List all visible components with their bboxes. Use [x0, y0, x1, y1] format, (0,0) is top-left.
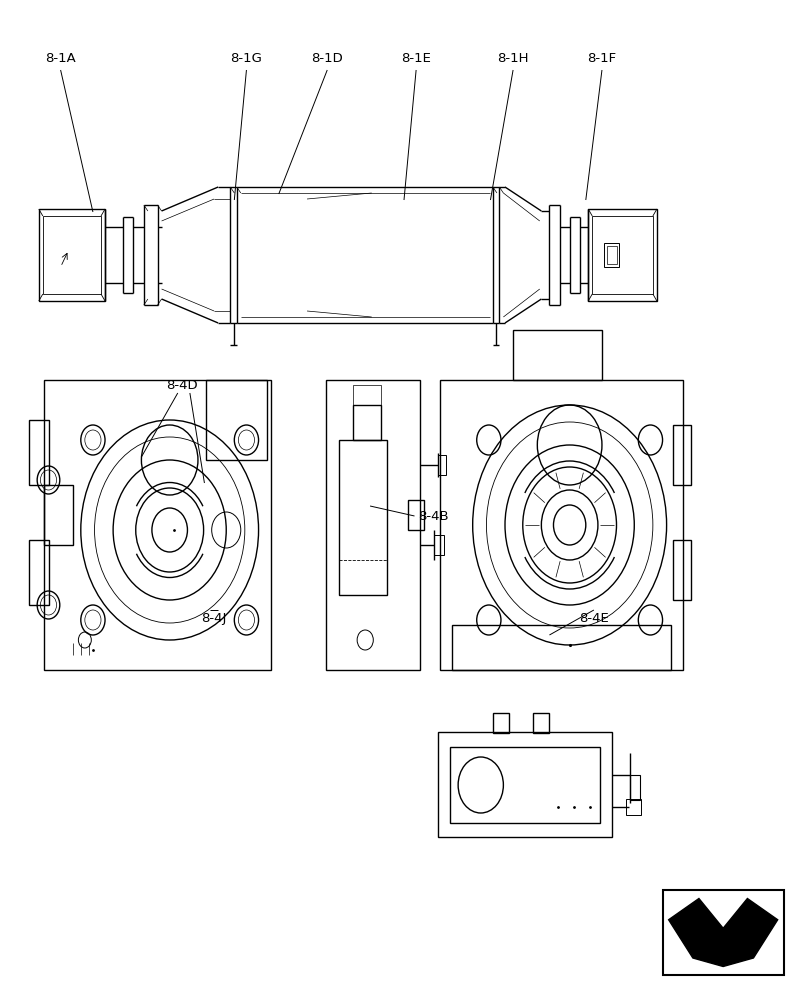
Bar: [493, 713, 509, 733]
Text: 8-1F: 8-1F: [587, 52, 617, 65]
Bar: [434, 535, 444, 555]
Bar: [44, 380, 271, 670]
Text: 8-1G: 8-1G: [230, 52, 263, 65]
Bar: [513, 330, 602, 380]
Bar: [607, 246, 617, 264]
Bar: [43, 216, 101, 294]
Bar: [604, 243, 619, 267]
Bar: [44, 485, 73, 545]
Bar: [588, 209, 657, 301]
Text: 8-1E: 8-1E: [402, 52, 431, 65]
Bar: [438, 455, 446, 475]
Polygon shape: [668, 898, 777, 966]
Bar: [39, 209, 105, 301]
Bar: [626, 799, 641, 815]
Bar: [353, 405, 381, 440]
Bar: [440, 380, 683, 670]
Bar: [353, 385, 381, 405]
Bar: [206, 380, 267, 460]
Text: 8-1A: 8-1A: [45, 52, 76, 65]
Text: 8-1H: 8-1H: [498, 52, 528, 65]
Bar: [673, 540, 691, 600]
Text: 8-4J: 8-4J: [201, 612, 227, 625]
Bar: [533, 713, 549, 733]
Bar: [29, 540, 49, 605]
Text: 8-4B: 8-4B: [419, 510, 449, 522]
Bar: [452, 625, 671, 670]
Bar: [408, 500, 424, 530]
Bar: [663, 890, 784, 975]
Bar: [630, 775, 640, 800]
Bar: [673, 425, 691, 485]
Text: 8-4D: 8-4D: [166, 379, 198, 392]
Bar: [29, 420, 49, 485]
Bar: [339, 440, 387, 595]
Bar: [592, 216, 653, 294]
Text: 8-4E: 8-4E: [579, 612, 608, 625]
Bar: [326, 380, 420, 670]
Bar: [450, 747, 600, 823]
Bar: [438, 732, 612, 837]
Text: 8-1D: 8-1D: [311, 52, 343, 65]
